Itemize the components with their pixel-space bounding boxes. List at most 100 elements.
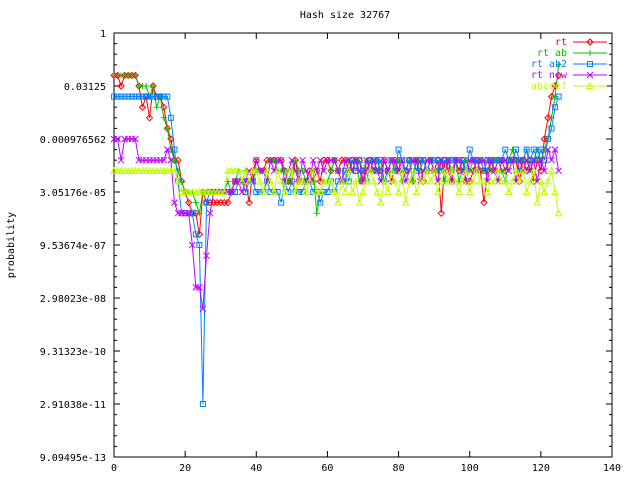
data-point — [480, 198, 488, 207]
legend-marker — [586, 38, 594, 46]
legend-marker — [586, 71, 594, 79]
chart-title: Hash size 32767 — [300, 10, 390, 21]
x-tick-label: 80 — [393, 463, 405, 474]
data-point — [143, 93, 150, 100]
data-point — [309, 156, 317, 164]
data-point — [441, 157, 448, 164]
data-point — [374, 167, 381, 174]
data-point — [440, 166, 449, 174]
data-point — [391, 177, 399, 185]
data-point — [160, 114, 167, 121]
y-tick-label: 0.000976562 — [40, 135, 106, 146]
data-point — [118, 93, 125, 100]
legend-marker — [586, 81, 594, 89]
data-point — [196, 210, 203, 217]
data-point — [530, 156, 538, 164]
data-point — [125, 93, 132, 100]
data-point — [544, 177, 552, 185]
data-point — [534, 146, 541, 153]
data-point — [384, 187, 392, 195]
data-point — [413, 156, 420, 164]
data-point — [256, 177, 264, 185]
x-tick-label: 120 — [532, 463, 550, 474]
data-point — [522, 187, 531, 195]
data-point — [480, 156, 488, 164]
data-point — [551, 82, 559, 90]
plot-frame — [113, 32, 613, 458]
data-point — [288, 178, 295, 185]
data-point — [455, 156, 463, 164]
data-point — [334, 198, 342, 206]
data-point — [313, 210, 320, 217]
data-point — [203, 199, 210, 206]
data-point — [370, 157, 377, 164]
data-point — [196, 284, 203, 291]
data-point — [465, 187, 474, 195]
data-point — [544, 146, 552, 153]
series-line — [114, 96, 560, 405]
data-point — [309, 166, 318, 174]
data-point — [420, 157, 427, 164]
data-point — [128, 93, 135, 100]
data-point — [252, 166, 261, 174]
y-tick-label: 9.31323e-10 — [40, 347, 106, 358]
data-point — [469, 156, 477, 164]
data-point — [373, 187, 382, 195]
data-point — [345, 156, 353, 164]
series-rt-ab2 — [111, 93, 562, 407]
data-point — [305, 177, 314, 185]
data-point — [206, 209, 214, 217]
data-point — [164, 146, 171, 153]
data-point — [501, 177, 510, 185]
x-tick-label: 0 — [111, 463, 117, 474]
data-point — [434, 157, 441, 164]
data-point — [188, 241, 196, 249]
data-point — [448, 157, 455, 164]
data-point — [316, 187, 325, 195]
y-tick-label: 9.09495e-13 — [40, 453, 106, 464]
legend-label: abcdef — [531, 81, 567, 92]
data-point — [238, 177, 246, 185]
data-point — [114, 93, 121, 100]
y-tick-label: 1 — [100, 29, 106, 40]
data-point — [121, 93, 128, 100]
data-point — [516, 156, 523, 164]
data-point — [466, 146, 473, 153]
data-point — [150, 83, 157, 89]
data-point — [327, 167, 334, 174]
y-tick-label: 2.91038e-11 — [40, 400, 106, 411]
data-point — [437, 209, 445, 217]
data-point — [487, 156, 495, 164]
data-point — [291, 187, 300, 195]
data-point — [541, 167, 548, 175]
data-point — [433, 187, 442, 195]
data-point — [398, 156, 406, 164]
data-point — [245, 198, 253, 207]
data-point — [203, 252, 210, 259]
data-point — [366, 166, 374, 174]
data-point — [406, 157, 413, 164]
data-point — [327, 177, 335, 185]
data-point — [376, 198, 385, 206]
data-point — [430, 166, 438, 174]
data-point — [278, 199, 285, 206]
data-point — [427, 156, 434, 164]
data-point — [519, 166, 527, 174]
data-point — [199, 401, 206, 407]
data-point — [502, 146, 509, 153]
data-point — [367, 157, 374, 164]
data-point — [192, 199, 199, 206]
data-point — [416, 157, 423, 164]
x-tick-label: 60 — [321, 463, 333, 474]
data-point — [437, 156, 445, 164]
data-point — [547, 166, 556, 174]
data-point — [266, 177, 275, 185]
data-point — [174, 177, 182, 185]
data-point — [288, 156, 296, 164]
data-point — [292, 157, 299, 164]
data-point — [459, 157, 466, 164]
data-point — [334, 167, 342, 175]
data-point — [170, 166, 179, 174]
data-point — [398, 166, 406, 174]
data-point — [394, 187, 403, 195]
